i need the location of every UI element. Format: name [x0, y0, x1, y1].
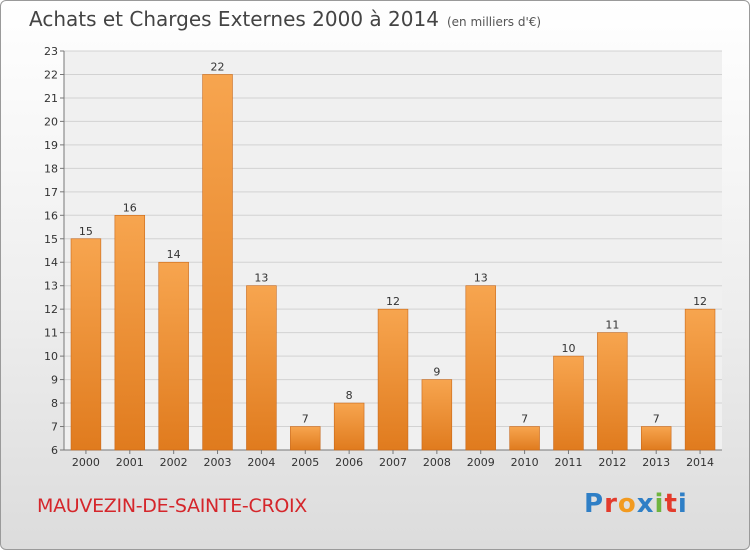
y-tick-label: 6 — [51, 444, 58, 457]
bar — [246, 285, 277, 451]
bar-value-label: 12 — [693, 295, 707, 308]
commune-name: MAUVEZIN-DE-SAINTE-CROIX — [37, 495, 308, 517]
y-tick-label: 15 — [44, 233, 58, 246]
bar-value-label: 15 — [79, 225, 93, 238]
y-tick-label: 18 — [44, 162, 58, 175]
x-tick-label: 2000 — [72, 456, 100, 469]
x-tick-label: 2001 — [116, 456, 144, 469]
y-tick-label: 8 — [51, 397, 58, 410]
logo-letter: i — [677, 489, 688, 519]
bar — [509, 426, 540, 451]
y-tick-label: 20 — [44, 115, 58, 128]
bar — [553, 355, 584, 451]
chart-title-block: Achats et Charges Externes 2000 à 2014 (e… — [29, 7, 541, 31]
bar — [597, 332, 628, 451]
bar — [333, 402, 365, 451]
bar-value-label: 7 — [521, 413, 528, 426]
bar — [114, 214, 146, 451]
bar-value-label: 13 — [474, 272, 488, 285]
bar — [684, 308, 716, 451]
bar-value-label: 16 — [123, 201, 137, 214]
bar-value-label: 22 — [211, 60, 225, 73]
bar-value-label: 13 — [254, 272, 268, 285]
y-tick-label: 23 — [44, 45, 58, 58]
bar-value-label: 11 — [605, 319, 619, 332]
bar — [290, 426, 321, 451]
y-tick-label: 12 — [44, 303, 58, 316]
y-tick-label: 21 — [44, 92, 58, 105]
logo-letter: t — [664, 489, 678, 519]
logo-letter: P — [584, 489, 605, 519]
bar-value-label: 7 — [653, 413, 660, 426]
bar — [158, 261, 189, 451]
logo-letter: i — [654, 489, 665, 519]
bar-value-label: 12 — [386, 295, 400, 308]
x-tick-label: 2003 — [204, 456, 232, 469]
y-tick-label: 11 — [44, 327, 58, 340]
y-tick-label: 10 — [44, 350, 58, 363]
x-tick-label: 2005 — [291, 456, 319, 469]
bar-value-label: 8 — [346, 389, 353, 402]
bar-value-label: 7 — [302, 413, 309, 426]
bar-value-label: 9 — [433, 366, 440, 379]
bar-value-label: 14 — [167, 248, 181, 261]
y-tick-label: 16 — [44, 209, 58, 222]
x-tick-label: 2014 — [686, 456, 714, 469]
y-tick-label: 17 — [44, 186, 58, 199]
y-tick-label: 14 — [44, 256, 58, 269]
bar — [640, 426, 672, 451]
x-tick-label: 2007 — [379, 456, 407, 469]
x-tick-label: 2013 — [642, 456, 670, 469]
bar — [421, 379, 453, 451]
y-tick-label: 19 — [44, 139, 58, 152]
chart-unit: (en milliers d'€) — [446, 15, 542, 29]
y-tick-label: 7 — [51, 421, 58, 434]
x-tick-label: 2008 — [423, 456, 451, 469]
bar — [465, 285, 496, 451]
logo-letter: o — [617, 489, 637, 519]
x-tick-label: 2010 — [511, 456, 539, 469]
bar — [202, 74, 233, 451]
x-tick-label: 2004 — [247, 456, 275, 469]
logo-letter: r — [604, 489, 618, 519]
x-tick-label: 2009 — [467, 456, 495, 469]
proxiti-logo: Proxiti — [584, 489, 688, 519]
bar — [70, 238, 102, 451]
chart-title: Achats et Charges Externes 2000 à 2014 — [29, 7, 439, 31]
y-tick-label: 22 — [44, 68, 58, 81]
y-tick-label: 9 — [51, 374, 58, 387]
x-tick-label: 2002 — [160, 456, 188, 469]
logo-letter: x — [636, 489, 655, 519]
bar-value-label: 10 — [561, 342, 575, 355]
x-tick-label: 2011 — [554, 456, 582, 469]
y-tick-label: 13 — [44, 280, 58, 293]
x-tick-label: 2006 — [335, 456, 363, 469]
x-tick-label: 2012 — [598, 456, 626, 469]
bar — [377, 308, 409, 451]
